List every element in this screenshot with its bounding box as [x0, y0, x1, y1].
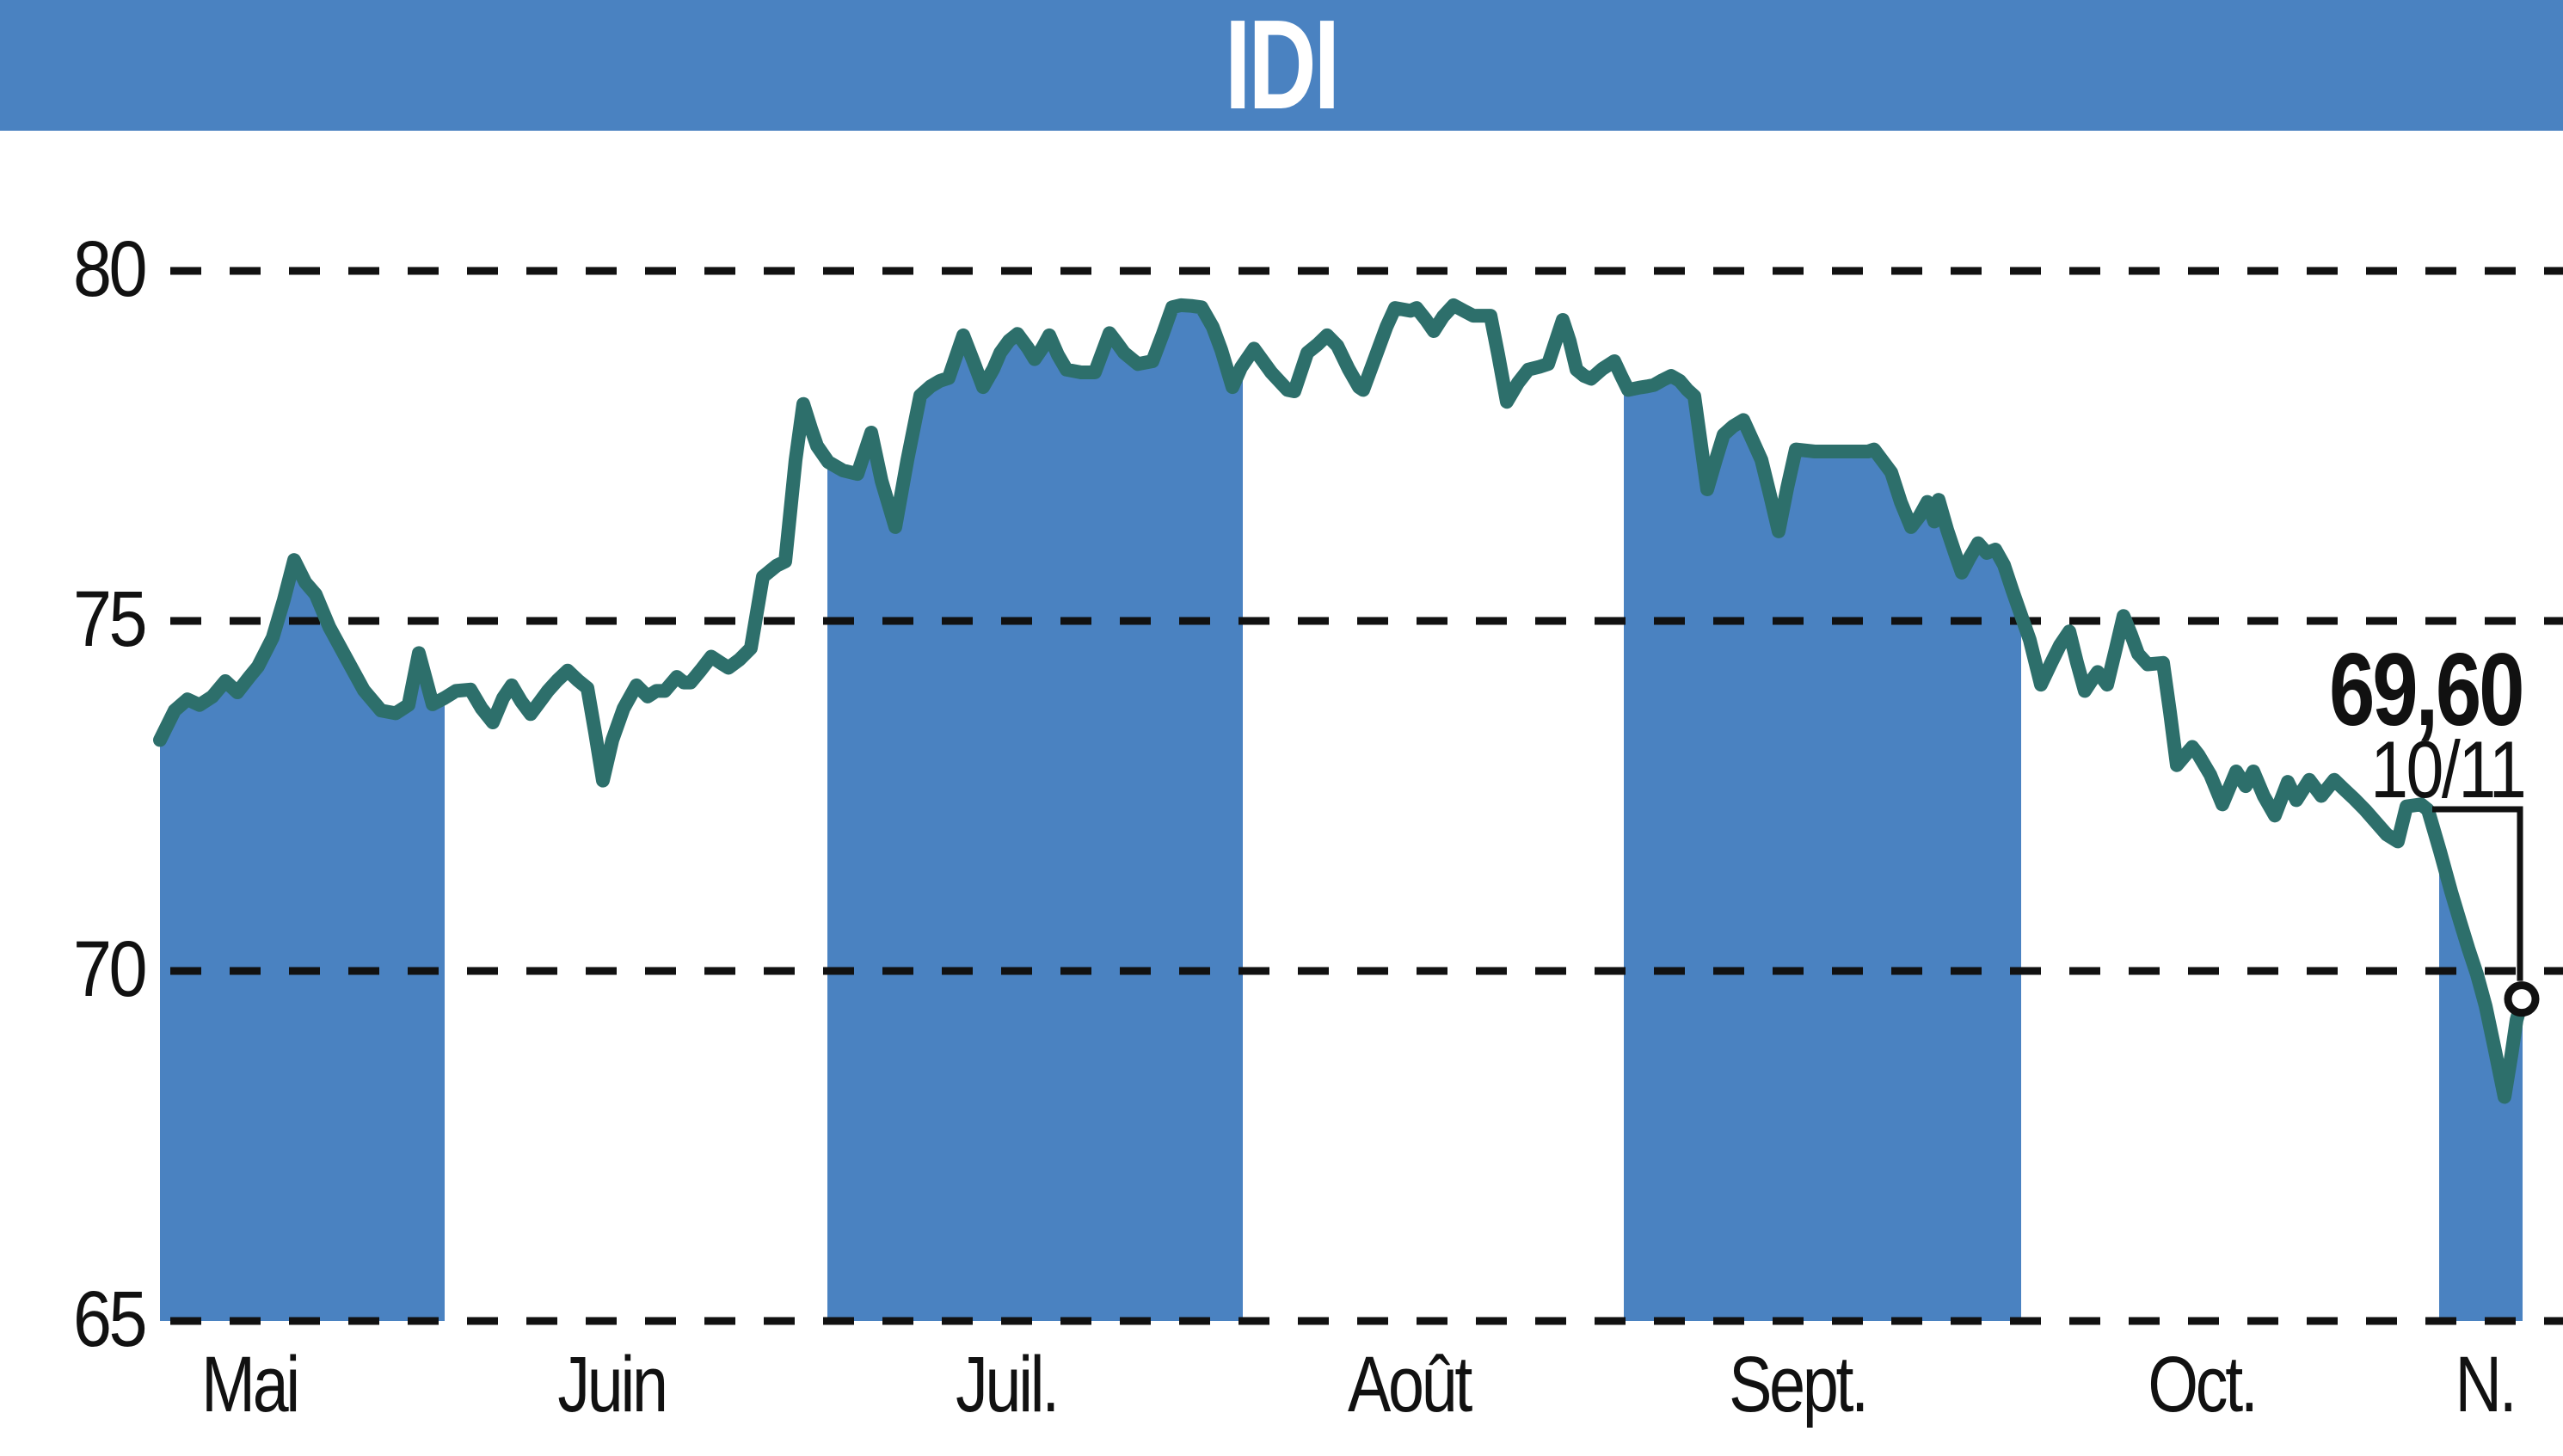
x-axis-label-Juil: Juil. — [956, 1341, 1060, 1428]
price-line — [153, 298, 2529, 1104]
chart-title: IDI — [1225, 0, 1340, 136]
x-axis-label-Juin: Juin — [557, 1341, 668, 1428]
x-axis-label-Oct: Oct. — [2148, 1341, 2258, 1428]
month-band-Juil. — [827, 304, 1243, 1321]
x-axis-label-Mai: Mai — [201, 1341, 300, 1428]
last-price-label: 69,60 — [2328, 632, 2524, 747]
month-band-Mai — [160, 560, 445, 1321]
y-axis-label-80: 80 — [72, 225, 148, 313]
x-axis-label-Août: Août — [1347, 1341, 1472, 1428]
last-point-marker — [2504, 981, 2540, 1017]
y-axis-label-65: 65 — [72, 1275, 148, 1363]
callout-line — [2432, 806, 2523, 981]
month-band-N. — [2439, 848, 2523, 1321]
x-axis-label-Sept: Sept. — [1729, 1341, 1869, 1428]
x-axis-label-N: N. — [2455, 1341, 2517, 1428]
last-date-label: 10/11 — [2369, 724, 2527, 814]
month-band-Sept. — [1624, 376, 2021, 1322]
y-axis-label-70: 70 — [72, 925, 148, 1013]
chart-header: IDI — [0, 0, 2563, 131]
y-axis-label-75: 75 — [72, 575, 148, 663]
